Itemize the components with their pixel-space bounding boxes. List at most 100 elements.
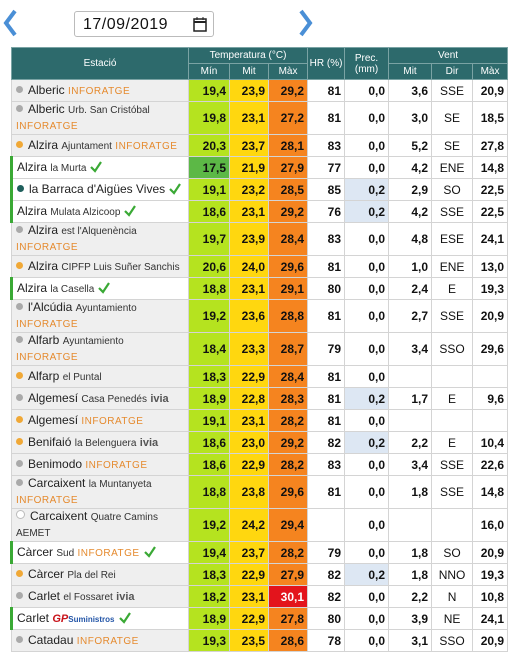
temp-mean: 23,1 (229, 585, 269, 608)
status-dot (16, 105, 23, 112)
station-place: el Puntal (62, 371, 102, 383)
temp-mean: 21,9 (229, 156, 269, 179)
station-cell: Alzira Ajuntament INFORATGE (11, 134, 189, 157)
temp-max: 28,3 (267, 387, 309, 410)
status-dot (16, 635, 23, 643)
temp-mean: 23,3 (229, 332, 269, 366)
humidity: 81 (307, 475, 346, 509)
wind-direction: SO (431, 178, 474, 201)
wind-direction: SE (431, 101, 474, 135)
wind-mean: 1,8 (388, 475, 433, 509)
wind-direction: SO (431, 541, 474, 564)
precipitation: 0,0 (344, 299, 390, 333)
wind-direction: ENE (431, 255, 474, 278)
network-tag: ivia (116, 590, 135, 603)
station-name: Alfarb (28, 333, 60, 347)
humidity: 81 (307, 79, 346, 102)
wind-direction: SE (431, 134, 474, 157)
temp-min: 20,3 (188, 134, 230, 157)
next-day[interactable] (298, 8, 314, 38)
wind-mean: 1,7 (388, 387, 433, 410)
station-cell: Alfarb Ayuntamiento INFORATGE (11, 332, 189, 366)
temp-mean: 23,7 (229, 134, 269, 157)
temp-min: 18,8 (188, 277, 230, 300)
station-place: Quatre Camins (90, 512, 158, 523)
station-place: Urb. San Cristóbal (68, 105, 150, 116)
wind-mean (388, 409, 433, 432)
status-dot (16, 479, 23, 486)
wind-mean: 4,8 (388, 222, 433, 256)
wind-max: 24,1 (472, 607, 509, 630)
humidity: 82 (307, 431, 346, 454)
wind-max: 10,4 (472, 431, 509, 454)
temp-mean: 23,6 (229, 299, 269, 333)
precipitation: 0,0 (344, 222, 390, 256)
temp-min: 18,4 (188, 332, 230, 366)
humidity: 85 (307, 178, 346, 201)
toolbar: 17/09/2019 (0, 0, 524, 46)
wind-mean: 4,2 (388, 200, 433, 223)
network-tag: GP (52, 612, 69, 625)
station-name: Alberic (28, 102, 65, 116)
status-dot (16, 371, 23, 379)
temp-min: 19,2 (188, 299, 230, 333)
wind-max: 14,8 (472, 475, 509, 509)
wind-direction: ESE (431, 222, 474, 256)
station-row: Carcaixent la Muntanyeta INFORATGE 18,8 23… (11, 475, 509, 509)
station-name: l'Alcúdia (28, 300, 73, 314)
station-place: la Murta (50, 162, 87, 174)
wind-max: 29,6 (472, 332, 509, 366)
temp-min: 20,6 (188, 255, 230, 278)
column-header: Prec. (mm) (344, 47, 390, 80)
station-cell: Benifaió la Belenguera ivia (11, 431, 189, 454)
wind-mean: 1,8 (388, 541, 433, 564)
wind-direction: SSE (431, 200, 474, 223)
temp-max: 29,6 (267, 475, 309, 509)
station-cell: Alberic Urb. San Cristóbal INFORATGE (11, 101, 189, 135)
precipitation: 0,2 (344, 387, 390, 410)
prev-day[interactable] (2, 8, 18, 38)
wind-max: 24,1 (472, 222, 509, 256)
sub-header: Màx (267, 63, 309, 80)
temp-mean: 24,0 (229, 255, 269, 278)
temp-mean: 22,8 (229, 387, 269, 410)
wind-max: 22,5 (472, 200, 509, 223)
date-input[interactable]: 17/09/2019 (74, 11, 214, 37)
temp-max: 30,1 (267, 585, 309, 608)
station-cell: Alzira la Murta (10, 156, 189, 179)
station-cell: l'Alcúdia Ayuntamiento INFORATGE (11, 299, 189, 333)
precipitation: 0,0 (344, 475, 390, 509)
station-cell: Benimodo INFORATGE (11, 453, 189, 476)
wind-direction: SSE (431, 79, 474, 102)
temp-mean: 23,1 (229, 200, 269, 223)
precipitation: 0,0 (344, 541, 390, 564)
temp-min: 18,6 (188, 431, 230, 454)
date: 17/09/2019 (83, 16, 169, 33)
sub-header: Mit (229, 63, 269, 80)
network-tag: INFORATGE (16, 352, 79, 363)
calendar-icon[interactable] (193, 16, 207, 32)
wind-direction: SSE (431, 453, 474, 476)
status-dot (16, 226, 23, 233)
station-place: Mulata Alzicoop (50, 206, 121, 218)
station-name: Algemesí (28, 390, 79, 405)
humidity: 80 (307, 277, 346, 300)
network-tag: ivia (150, 392, 169, 405)
status-dot (16, 336, 23, 343)
temp-min: 19,7 (188, 222, 230, 256)
network-tag: AEMET (16, 528, 51, 539)
network-tag: INFORATGE (77, 547, 140, 559)
station-name: la Barraca d'Aigües Vives (29, 182, 166, 196)
temp-max: 28,4 (267, 222, 309, 256)
wind-max: 19,3 (472, 277, 509, 300)
station-place: Ajuntament (61, 140, 112, 152)
station-cell: Carcaixent la Muntanyeta INFORATGE (11, 475, 189, 509)
station-name: Alzira (17, 159, 48, 174)
wind-direction: SSO (431, 332, 474, 366)
station-place: est l'Alquenència (61, 226, 137, 237)
wind-direction: N (431, 585, 474, 608)
temp-max: 28,2 (267, 453, 309, 476)
precipitation: 0,0 (344, 585, 390, 608)
temp-min: 19,4 (188, 541, 230, 564)
station-name: Alzira (28, 137, 59, 152)
